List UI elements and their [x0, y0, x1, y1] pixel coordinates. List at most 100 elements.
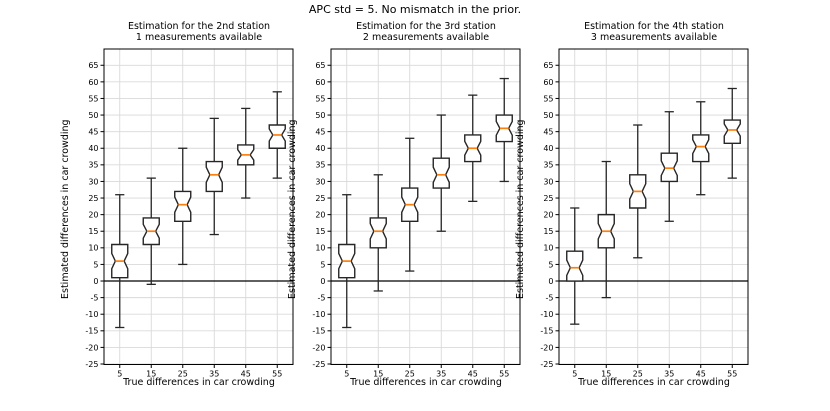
y-tick-label: 10: [543, 244, 553, 253]
boxplot-box: [723, 87, 741, 179]
y-tick-label: -15: [540, 327, 553, 336]
y-tick-label: 60: [315, 78, 325, 87]
y-tick-label: -20: [85, 343, 98, 352]
boxplot-box: [401, 137, 419, 272]
boxplot-box: [495, 77, 513, 183]
y-tick-label: -25: [540, 360, 553, 369]
boxplot-box: [205, 117, 223, 236]
y-tick-label: 40: [88, 144, 98, 153]
subplot-title: Estimation for the 3rd station 2 measure…: [331, 21, 521, 43]
subplot-title-line1: Estimation for the 2nd station: [127, 21, 271, 32]
subplot-title-line2: 3 measurements available: [590, 32, 718, 43]
x-tick-label: 45: [696, 370, 706, 379]
y-tick-label: 55: [543, 94, 553, 103]
y-tick-label: 15: [88, 227, 98, 236]
subplot-title-line2: 1 measurements available: [135, 32, 263, 43]
y-tick-label: 0: [548, 277, 553, 286]
y-tick-label: -10: [540, 310, 553, 319]
boxplot-series: [566, 87, 741, 325]
subplot-title-line1: Estimation for the 3rd station: [356, 21, 496, 32]
y-tick-label: 35: [543, 161, 553, 170]
gridlines: [331, 49, 520, 365]
x-tick-label: 25: [405, 370, 415, 379]
x-tick-label: 25: [633, 370, 643, 379]
y-tick-label: 20: [88, 211, 98, 220]
y-tick-label: 40: [543, 144, 553, 153]
y-tick-label: 45: [88, 128, 98, 137]
x-tick-label: 25: [178, 370, 188, 379]
x-tick-label: 55: [727, 370, 737, 379]
boxplot-box: [369, 174, 387, 292]
y-tick-label: 65: [315, 61, 325, 70]
y-tick-label: -25: [85, 360, 98, 369]
x-tick-label: 5: [344, 370, 349, 379]
y-tick-label: 25: [88, 194, 98, 203]
boxplot-box: [597, 160, 615, 299]
y-tick-label: -10: [85, 310, 98, 319]
plot-area: -25 -20 -15 -10 -5 0 5 10 15 20 25 30 35 40 45 50 55 60 65…: [540, 48, 749, 379]
boxplot-series: [111, 91, 286, 329]
y-tick-label: 50: [315, 111, 325, 120]
subplot-4th-station: Estimation for the 4th station 3 measure…: [509, 20, 754, 411]
x-tick-label: 5: [117, 370, 122, 379]
y-tick-label: 40: [315, 144, 325, 153]
x-tick-label: 45: [468, 370, 478, 379]
y-tick-label: 15: [543, 227, 553, 236]
boxplot-box: [566, 207, 584, 325]
boxplot-box: [692, 101, 710, 196]
y-tick-label: 25: [315, 194, 325, 203]
plot-area: -25 -20 -15 -10 -5 0 5 10 15 20 25 30 35 40 45 50 55 60 65…: [312, 48, 521, 379]
y-tick-label: -25: [312, 360, 325, 369]
gridlines: [104, 49, 293, 365]
tick-marks: -25 -20 -15 -10 -5 0 5 10 15 20 25 30 35 40 45 50 55 60 65…: [312, 61, 509, 378]
y-tick-label: 30: [543, 177, 553, 186]
boxplot-box: [142, 177, 160, 285]
box-body: [174, 190, 192, 222]
x-tick-label: 45: [241, 370, 251, 379]
y-tick-label: 25: [543, 194, 553, 203]
y-tick-label: 5: [548, 260, 553, 269]
y-tick-label: 60: [88, 78, 98, 87]
x-tick-label: 35: [209, 370, 219, 379]
x-axis-label: True differences in car crowding: [350, 377, 502, 388]
box-body: [692, 134, 710, 163]
y-tick-label: -20: [540, 343, 553, 352]
subplot-3rd-station: Estimation for the 3rd station 2 measure…: [281, 20, 526, 411]
y-tick-label: 15: [315, 227, 325, 236]
figure-suptitle: APC std = 5. No mismatch in the prior.: [308, 3, 522, 16]
boxplot-box: [629, 124, 647, 259]
subplot-title-line1: Estimation for the 4th station: [584, 21, 724, 32]
box-body: [432, 157, 450, 189]
y-tick-label: 65: [88, 61, 98, 70]
x-tick-label: 35: [664, 370, 674, 379]
y-tick-label: 5: [320, 260, 325, 269]
subplot-2nd-station: Estimation for the 2nd station 1 measure…: [54, 20, 299, 411]
y-tick-label: 65: [543, 61, 553, 70]
y-tick-label: -15: [312, 327, 325, 336]
y-tick-label: -20: [312, 343, 325, 352]
boxplot-box: [237, 107, 255, 199]
y-tick-label: 10: [315, 244, 325, 253]
y-tick-label: 0: [93, 277, 98, 286]
box-body: [205, 160, 223, 193]
box-body: [723, 119, 741, 144]
subplot-title-line2: 2 measurements available: [362, 32, 490, 43]
y-tick-label: 20: [315, 211, 325, 220]
y-tick-label: 50: [543, 111, 553, 120]
y-tick-label: 0: [320, 277, 325, 286]
x-tick-label: 15: [146, 370, 156, 379]
x-tick-label: 5: [572, 370, 577, 379]
y-tick-label: 50: [88, 111, 98, 120]
tick-marks: -25 -20 -15 -10 -5 0 5 10 15 20 25 30 35 40 45 50 55 60 65…: [540, 61, 737, 378]
y-tick-label: 35: [315, 161, 325, 170]
boxplot-box: [111, 194, 129, 329]
x-tick-label: 15: [601, 370, 611, 379]
boxplot-box: [660, 111, 678, 222]
axes-frame: [330, 48, 521, 365]
y-tick-label: 45: [543, 128, 553, 137]
y-tick-label: -5: [546, 294, 554, 303]
x-tick-label: 35: [436, 370, 446, 379]
subplot-title: Estimation for the 2nd station 1 measure…: [104, 21, 294, 43]
subplot-title: Estimation for the 4th station 3 measure…: [559, 21, 749, 43]
x-tick-label: 55: [272, 370, 282, 379]
